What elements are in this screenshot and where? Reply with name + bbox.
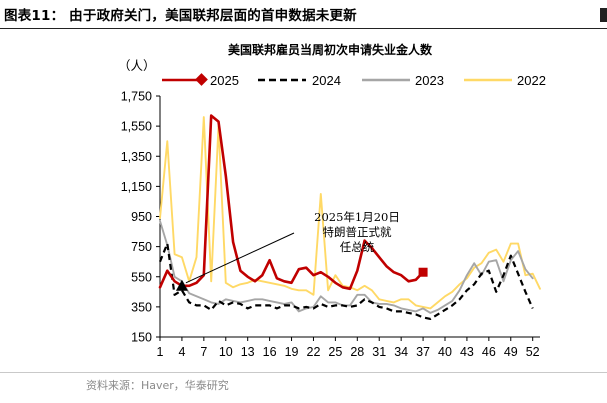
y-tick-label: 350: [131, 300, 152, 314]
annotation-line-2: 特朗普正式就: [323, 225, 392, 239]
x-tick-label: 13: [241, 345, 255, 359]
series-line-2025: [158, 114, 425, 291]
legend-label-2024: 2024: [312, 73, 341, 88]
legend-marker-2025: [195, 73, 208, 86]
figure-title: 图表11： 由于政府关门，美国联邦层面的首申数据未更新: [4, 8, 357, 24]
y-tick-label: 1,150: [121, 180, 152, 194]
x-tick-label: 52: [526, 345, 540, 359]
chart-title: 美国联邦雇员当周初次申请失业金人数: [228, 42, 433, 57]
legend-label-2023: 2023: [415, 73, 444, 88]
x-tick-label: 37: [416, 345, 430, 359]
series-line-2024: [158, 242, 534, 320]
x-tick-label: 43: [460, 345, 474, 359]
x-tick-label: 19: [285, 345, 299, 359]
legend-label-2025: 2025: [210, 73, 239, 88]
y-tick-label: 550: [131, 270, 152, 284]
marker-inauguration: [175, 279, 188, 291]
x-tick-label: 10: [219, 345, 233, 359]
annotation-arrow: [185, 232, 295, 284]
title-rule: [0, 28, 607, 29]
y-tick-label: 1,350: [121, 150, 152, 164]
x-tick-label: 16: [263, 345, 277, 359]
x-tick-label: 31: [372, 345, 386, 359]
x-tick-label: 7: [200, 345, 207, 359]
y-tick-label: 750: [131, 240, 152, 254]
unit-label: （人）: [118, 59, 156, 73]
x-tick-label: 4: [178, 345, 185, 359]
marker-latest: [418, 267, 428, 277]
x-tick-label: 28: [350, 345, 364, 359]
x-tick-label: 46: [482, 345, 496, 359]
annotation-line-3: 任总统: [340, 240, 375, 254]
x-tick-label: 34: [394, 345, 408, 359]
source-rule: [0, 372, 607, 373]
y-tick-label: 150: [131, 331, 152, 345]
y-tick-label: 1,550: [121, 120, 152, 134]
x-tick-label: 49: [504, 345, 518, 359]
legend: 2025 2024 2023 2022: [162, 73, 546, 88]
source-note: 资料来源：Haver，华泰研究: [86, 379, 229, 392]
annotation-line-1: 2025年1月20日: [314, 210, 400, 224]
axes: 150 350 550 750 950 1,150 1,350 1,550 1,750 1 4 7 10…: [121, 90, 540, 359]
x-tick-label: 22: [307, 345, 321, 359]
plot-area: [158, 114, 541, 320]
x-tick-label: 25: [328, 345, 342, 359]
y-tick-label: 1,750: [121, 90, 152, 104]
x-tick-label: 1: [157, 345, 164, 359]
edge-fragment: [600, 8, 607, 22]
legend-label-2022: 2022: [517, 73, 546, 88]
y-tick-label: 950: [131, 210, 152, 224]
x-tick-label: 40: [438, 345, 452, 359]
